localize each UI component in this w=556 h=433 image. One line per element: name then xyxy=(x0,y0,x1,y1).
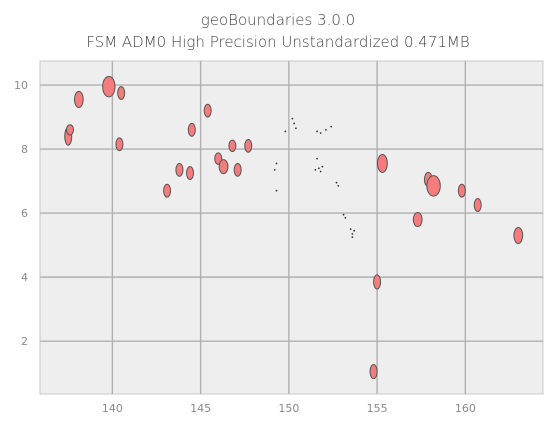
y-tick-label: 8 xyxy=(21,143,28,156)
island xyxy=(369,364,378,380)
island xyxy=(187,122,196,137)
island xyxy=(102,75,116,98)
island-shapes xyxy=(64,75,524,380)
island xyxy=(73,90,84,108)
x-axis-ticks: 140 145 150 155 160 xyxy=(102,402,476,415)
small-island xyxy=(314,168,317,171)
small-island xyxy=(293,122,296,125)
small-island xyxy=(349,228,352,231)
island xyxy=(218,159,229,175)
x-tick-label: 150 xyxy=(278,402,299,415)
small-island xyxy=(295,127,297,130)
island xyxy=(117,86,126,100)
island xyxy=(163,183,172,198)
island xyxy=(228,139,237,153)
island xyxy=(66,124,75,136)
y-tick-label: 6 xyxy=(21,207,28,220)
island xyxy=(513,227,524,245)
small-island xyxy=(316,130,318,133)
island xyxy=(203,103,212,118)
x-tick-label: 160 xyxy=(455,402,476,415)
small-island xyxy=(319,132,322,134)
y-tick-label: 4 xyxy=(21,271,28,284)
island xyxy=(412,211,423,228)
x-tick-label: 145 xyxy=(190,402,211,415)
island xyxy=(186,166,195,180)
x-tick-label: 140 xyxy=(102,402,123,415)
small-island xyxy=(351,236,354,239)
small-island xyxy=(321,165,324,168)
y-axis-ticks: 2 4 6 8 10 xyxy=(14,79,28,348)
small-island xyxy=(325,128,327,131)
island xyxy=(233,162,242,177)
chart-subtitle: FSM ADM0 High Precision Unstandardized 0… xyxy=(86,33,470,51)
small-island xyxy=(317,167,320,170)
island xyxy=(376,153,388,173)
small-island xyxy=(342,213,345,216)
island xyxy=(473,198,482,212)
island xyxy=(457,183,466,198)
island xyxy=(373,274,382,290)
small-island xyxy=(351,233,354,235)
small-island xyxy=(335,181,338,184)
small-island xyxy=(353,229,356,232)
island xyxy=(426,175,441,197)
island xyxy=(175,162,184,177)
small-island-marks xyxy=(273,117,356,239)
small-island xyxy=(273,168,276,171)
island xyxy=(244,138,253,153)
small-island xyxy=(330,125,333,128)
y-tick-label: 2 xyxy=(21,335,28,348)
small-island xyxy=(275,189,278,192)
small-island xyxy=(291,117,294,120)
small-island xyxy=(319,170,322,173)
small-island xyxy=(316,157,318,160)
chart-title: geoBoundaries 3.0.0 xyxy=(200,11,356,29)
x-tick-label: 155 xyxy=(367,402,388,415)
small-island xyxy=(275,162,278,165)
grid-lines xyxy=(40,61,543,394)
island xyxy=(115,137,124,152)
plot-area xyxy=(39,60,544,395)
small-island xyxy=(284,130,287,133)
y-tick-label: 10 xyxy=(14,79,28,92)
small-island xyxy=(344,216,347,219)
small-island xyxy=(337,184,340,187)
